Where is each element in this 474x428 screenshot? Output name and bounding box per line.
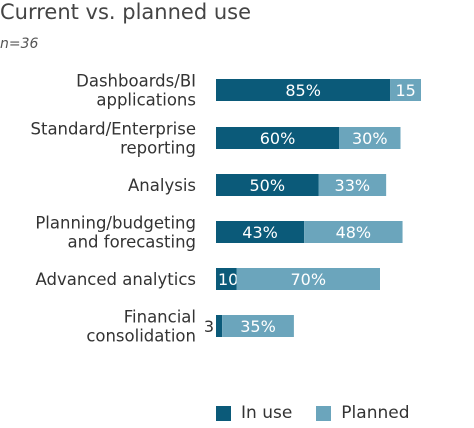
- bar-planned: [304, 221, 403, 243]
- bar-planned: [222, 315, 294, 337]
- data-label-planned: 15: [395, 81, 415, 100]
- data-label-planned: 70%: [290, 270, 326, 289]
- bar-in-use: [216, 221, 305, 243]
- bar-in-use: [216, 79, 391, 101]
- bar-in-use: [216, 174, 319, 196]
- legend-swatch-in-use: [216, 405, 231, 421]
- category-label: Dashboards/BI applications: [76, 72, 196, 110]
- legend-item-in-use: In use: [216, 403, 292, 423]
- bar-chart: Dashboards/BI applications 85% 15 Standard/E…: [31, 72, 421, 346]
- legend-item-planned: Planned: [316, 403, 410, 423]
- legend-label-planned: Planned: [341, 403, 410, 423]
- data-label-in-use: 43%: [242, 223, 278, 242]
- category-label: Advanced analytics: [36, 270, 197, 289]
- chart-title: Current vs. planned use: [0, 0, 252, 24]
- category-label: Financial consolidation: [86, 308, 196, 346]
- data-label-in-use: 85%: [285, 81, 321, 100]
- data-label-planned: 30%: [352, 129, 388, 148]
- data-label-in-use: 50%: [249, 176, 285, 195]
- category-label: Planning/budgeting and forecasting: [35, 214, 196, 252]
- legend-swatch-planned: [316, 405, 332, 421]
- data-label-in-use: 60%: [260, 129, 296, 148]
- bar-planned: [236, 268, 380, 290]
- category-label: Analysis: [128, 176, 196, 195]
- legend-label-in-use: In use: [241, 403, 293, 423]
- bar-planned: [318, 174, 387, 196]
- data-label-planned: 33%: [335, 176, 371, 195]
- bar-in-use: [216, 268, 237, 290]
- legend: In use Planned: [216, 403, 434, 423]
- bar-planned: [339, 127, 401, 149]
- bar-planned: [390, 79, 421, 101]
- data-label-in-use: 3: [204, 317, 214, 336]
- category-label: Standard/Enterprise reporting: [31, 120, 197, 158]
- data-label-planned: 48%: [336, 223, 372, 242]
- data-label-planned: 35%: [240, 317, 276, 336]
- bar-in-use: [216, 315, 223, 337]
- chart-subtitle: n=36: [0, 36, 39, 52]
- bar-in-use: [216, 127, 339, 149]
- data-label-in-use: 10: [218, 270, 238, 289]
